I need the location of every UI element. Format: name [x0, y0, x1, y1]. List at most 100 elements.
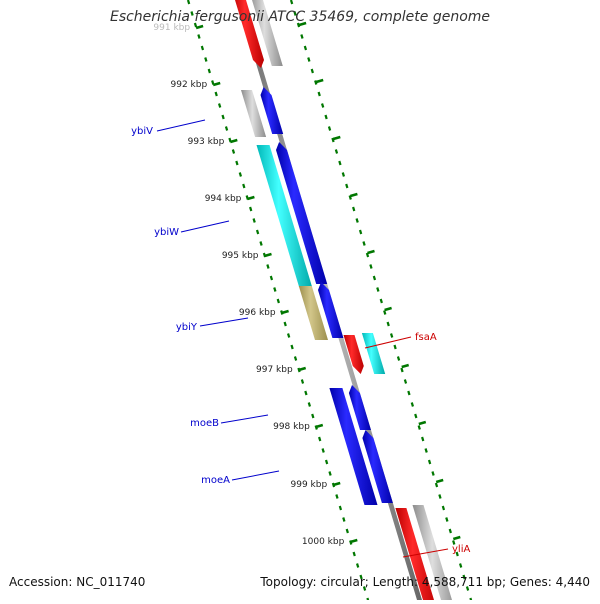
track-dot-right — [448, 528, 452, 534]
track-dot-right — [369, 264, 373, 269]
gene-label-moeA: moeA — [201, 475, 230, 486]
leader-line-ybiW — [180, 220, 230, 233]
leader-line-moeA — [231, 470, 280, 481]
track-dot-right — [348, 195, 352, 200]
track-dot-left — [273, 287, 277, 292]
gene-glyph-gray — [251, 0, 283, 66]
gene-glyph-ybiY-cds — [318, 282, 344, 338]
tick-label: 996 kbp — [239, 308, 276, 318]
major-tick-left — [281, 309, 289, 315]
major-tick-right — [435, 478, 444, 484]
track-dot-left — [283, 321, 287, 327]
gene-glyph-moe-block — [329, 388, 378, 505]
track-dot-left — [324, 459, 329, 465]
major-tick-right — [452, 535, 461, 541]
track-dot-right — [317, 91, 321, 97]
gene-glyph-red — [235, 0, 264, 68]
summary-text: Topology: circular; Length: 4,588,711 bp… — [260, 575, 590, 589]
track-dot-right — [462, 574, 466, 580]
major-tick-left — [195, 24, 204, 30]
major-tick-left — [332, 481, 341, 487]
gene-label-fsaA: fsaA — [415, 332, 437, 343]
track-dot-right — [362, 241, 366, 246]
gene-glyph-gray — [241, 90, 267, 137]
accession-text: Accession: NC_011740 — [9, 575, 146, 589]
track-dot-left — [359, 574, 363, 580]
track-dot-left — [252, 218, 256, 223]
map-title: Escherichia fergusonii ATCC 35469, compl… — [109, 9, 491, 25]
gene-glyph-fsaA — [343, 335, 364, 374]
gene-glyph-yliA — [395, 508, 436, 604]
gene-glyph-ybiV — [260, 87, 284, 134]
track-dot-right — [407, 390, 411, 396]
track-dot-right — [386, 321, 390, 327]
tick-labels: 991 kbp 992 kbp 993 kbp 994 kbp 995 kbp 996 k… — [153, 23, 344, 547]
track-dot-left — [193, 22, 198, 28]
track-dot-right — [427, 459, 432, 465]
track-dot-left — [221, 114, 225, 120]
track-dot-left — [190, 11, 194, 16]
track-dot-left — [255, 229, 260, 235]
major-tick-right — [315, 78, 324, 84]
major-tick-left — [315, 423, 324, 429]
track-dot-right — [331, 137, 335, 143]
track-dot-right — [410, 402, 415, 407]
tick-label: 1000 kbp — [302, 537, 345, 547]
major-tick-left — [229, 138, 238, 144]
track-dot-right — [314, 80, 318, 85]
leader-line-moeB — [220, 414, 269, 424]
track-dot-right — [400, 367, 404, 373]
major-tick-left — [247, 195, 255, 201]
track-dot-right — [338, 160, 342, 166]
track-dot-left — [214, 91, 218, 97]
track-dot-right — [393, 344, 397, 350]
gene-labels: ybiV ybiW ybiY moeB moeA fsaA yliA — [131, 126, 470, 555]
leader-line-yliA — [402, 548, 449, 558]
tick-label: 998 kbp — [273, 422, 310, 432]
track-dot-right — [327, 126, 332, 131]
track-dot-left — [238, 172, 243, 177]
tick-label: 999 kbp — [291, 480, 328, 490]
track-dot-left — [231, 149, 236, 154]
track-dot-right — [445, 517, 449, 522]
gene-label-ybiY: ybiY — [176, 322, 198, 333]
tick-label: 991 kbp — [153, 23, 190, 33]
major-tick-left — [349, 538, 358, 544]
track-dot-right — [452, 540, 456, 545]
gene-glyph-fsaA-rna — [361, 333, 386, 374]
track-dot-right — [431, 471, 435, 476]
track-dot-left — [321, 448, 325, 453]
major-tick-left — [212, 81, 221, 87]
major-tick-right — [298, 21, 307, 27]
gene-glyph-moeA — [362, 430, 393, 503]
tick-label: 992 kbp — [171, 80, 208, 90]
track-dot-left — [186, 0, 191, 5]
track-dot-right — [296, 22, 301, 28]
gene-glyph-ybiW — [256, 145, 313, 287]
track-dot-left — [224, 126, 229, 131]
track-dot-left — [304, 390, 308, 396]
track-dot-right — [379, 298, 383, 304]
track-dot-left — [290, 344, 294, 350]
track-dot-right — [365, 252, 370, 258]
track-dot-right — [438, 494, 442, 499]
track-dot-left — [300, 379, 305, 384]
tick-label: 997 kbp — [256, 365, 293, 375]
track-dot-right — [458, 563, 463, 568]
tick-label: 994 kbp — [205, 194, 242, 204]
track-dot-right — [376, 287, 380, 292]
major-tick-right — [350, 192, 358, 198]
track-dot-right — [421, 436, 425, 442]
track-dot-right — [310, 68, 314, 74]
major-tick-left — [298, 366, 307, 372]
track-dot-left — [328, 471, 332, 476]
track-dot-left — [345, 528, 349, 534]
track-dot-left — [362, 586, 367, 591]
major-tick-right — [332, 135, 341, 141]
track-dot-right — [293, 11, 297, 16]
track-dot-right — [334, 149, 339, 154]
major-tick-right — [401, 363, 410, 369]
track-dot-left — [235, 160, 239, 166]
gene-features — [235, 0, 454, 604]
leader-line-fsaA — [364, 336, 412, 349]
